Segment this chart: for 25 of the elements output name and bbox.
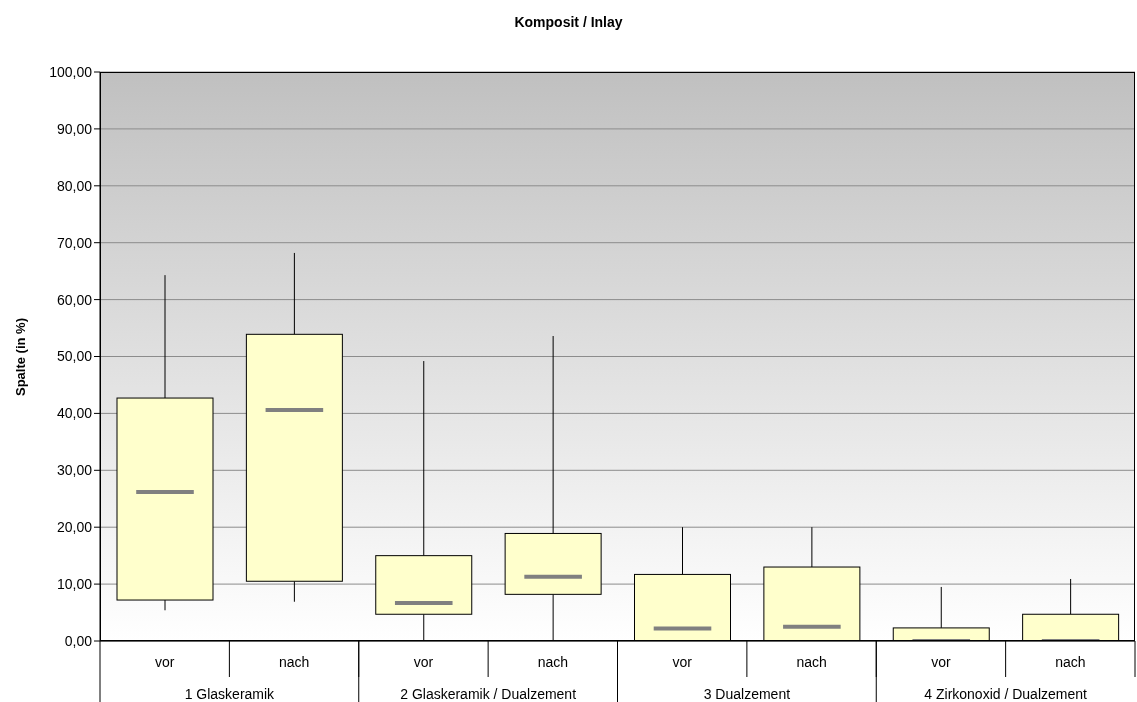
x-tick-label: nach xyxy=(796,654,827,670)
text: 3 Dualzement xyxy=(703,686,791,702)
chart-title: Komposit / Inlay xyxy=(513,14,624,30)
y-tick-label: 50,00 xyxy=(56,348,93,365)
x-tick-label: vor xyxy=(931,654,951,670)
x-tick-label: nach xyxy=(1055,654,1086,670)
x-tick-label: vor xyxy=(413,654,434,670)
text: 4 Zirkonoxid / Dualzement xyxy=(924,686,1088,702)
text: 2 Glaskeramik / Dualzement xyxy=(400,686,577,702)
y-tick-label: 80,00 xyxy=(56,177,93,194)
x-tick-label: vor xyxy=(672,654,693,670)
y-tick-label: 20,00 xyxy=(56,519,93,536)
y-tick-label: 10,00 xyxy=(56,576,93,593)
x-tick-label: nach xyxy=(537,654,568,670)
y-tick-label: 60,00 xyxy=(56,291,93,308)
y-tick-label: 100,00 xyxy=(49,63,93,80)
text: 1 Glaskeramik xyxy=(184,686,276,702)
y-tick-label: 40,00 xyxy=(56,405,93,422)
x-tick-label: vor xyxy=(154,654,175,670)
y-axis-title: Spalte (in %) xyxy=(12,317,28,396)
y-tick-label: 30,00 xyxy=(56,462,93,479)
y-tick-label: 0,00 xyxy=(64,632,93,649)
x-tick-label: nach xyxy=(278,654,310,670)
y-tick-label: 90,00 xyxy=(56,120,93,137)
y-tick-label: 70,00 xyxy=(56,234,93,251)
